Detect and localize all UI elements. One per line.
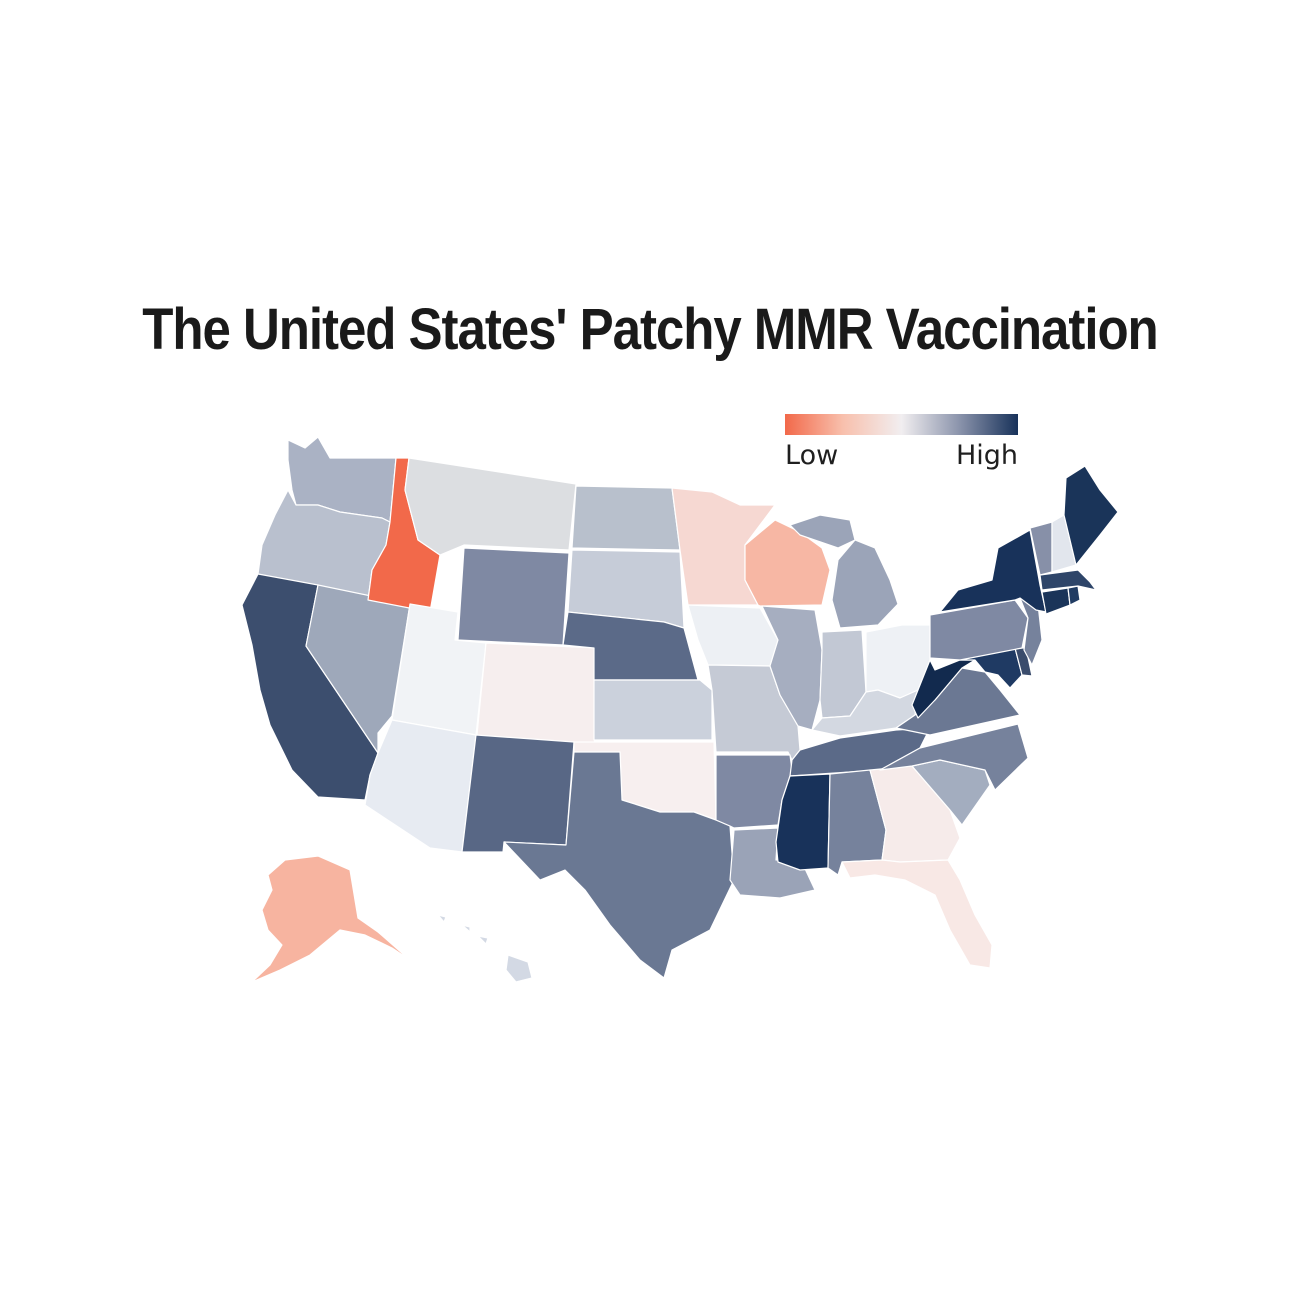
state-ma[interactable]	[1039, 569, 1097, 591]
state-ky[interactable]	[811, 689, 919, 737]
legend: Low High	[785, 414, 1018, 474]
state-az[interactable]	[364, 719, 477, 853]
state-nc[interactable]	[879, 723, 1029, 791]
state-wi[interactable]	[744, 519, 831, 607]
state-ny[interactable]	[939, 529, 1047, 613]
state-wy[interactable]	[457, 547, 570, 646]
legend-color-bar	[785, 414, 1018, 435]
state-nd[interactable]	[571, 485, 681, 551]
state-ct[interactable]	[1041, 587, 1071, 615]
state-mt[interactable]	[404, 457, 577, 556]
state-co[interactable]	[475, 642, 601, 751]
state-hi[interactable]	[437, 914, 533, 983]
legend-low-label: Low	[785, 440, 839, 471]
state-ia[interactable]	[687, 604, 779, 667]
state-ri[interactable]	[1067, 585, 1081, 606]
state-nm[interactable]	[461, 734, 575, 853]
legend-high-label: High	[955, 440, 1018, 471]
state-wv[interactable]	[911, 659, 976, 719]
state-fl[interactable]	[841, 859, 993, 969]
state-mi[interactable]	[789, 514, 899, 629]
state-ks[interactable]	[593, 679, 713, 741]
state-tx[interactable]	[503, 751, 735, 979]
state-ak[interactable]	[251, 855, 411, 983]
page-title: The United States' Patchy MMR Vaccinatio…	[142, 297, 1158, 362]
state-me[interactable]	[1063, 465, 1119, 566]
state-il[interactable]	[761, 605, 823, 731]
